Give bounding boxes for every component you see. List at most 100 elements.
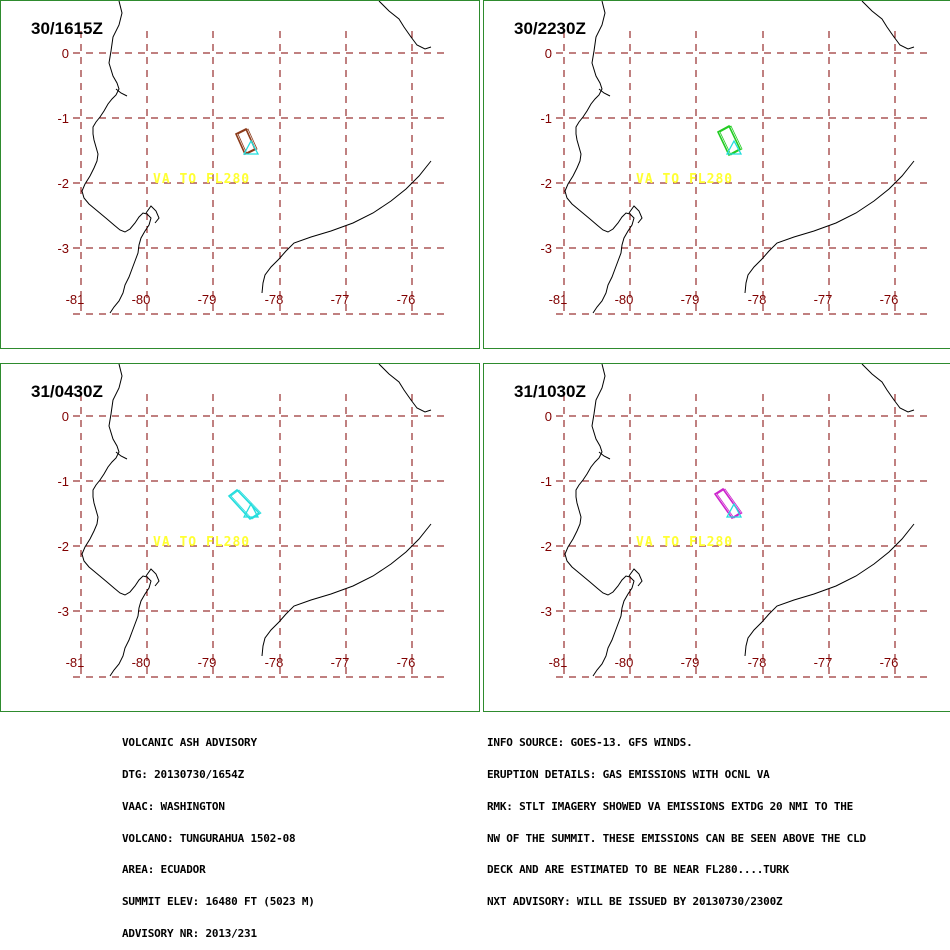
lat-label: -2 [57, 176, 69, 191]
ash-cloud-hatch [716, 488, 743, 519]
volcano-icon [242, 139, 260, 155]
va-label: VA TO FL280 [636, 172, 733, 187]
coastline [261, 523, 432, 657]
lon-label: -79 [681, 292, 700, 307]
lon-label: -78 [748, 292, 767, 307]
ash-cloud-outline [713, 487, 742, 520]
ash-cloud-outline [716, 124, 742, 157]
lon-label: -81 [549, 655, 568, 670]
coastline [145, 205, 160, 224]
advisory-line: VOLCANIC ASH ADVISORY [122, 736, 257, 750]
coastline [115, 88, 128, 97]
ash-cloud-hatch [230, 489, 262, 520]
lon-label: -78 [265, 655, 284, 670]
lon-label: -77 [814, 292, 833, 307]
volcano-icon [725, 139, 743, 155]
advisory-line: VAAC: WASHINGTON [122, 799, 225, 813]
lon-label: -77 [814, 655, 833, 670]
lat-label: 0 [62, 46, 69, 61]
lat-label: -1 [540, 111, 552, 126]
lon-label: -79 [198, 655, 217, 670]
coastline [378, 1, 432, 50]
va-label: VA TO FL280 [636, 535, 733, 550]
lat-label: -2 [540, 539, 552, 554]
coastline [145, 568, 160, 587]
lon-label: -79 [198, 292, 217, 307]
lat-label: 0 [62, 409, 69, 424]
lon-label: -81 [66, 292, 85, 307]
panel-title: 31/0430Z [31, 382, 103, 401]
lat-label: 0 [545, 46, 552, 61]
lon-label: -77 [331, 655, 350, 670]
lon-label: -80 [615, 292, 634, 307]
advisory-line: NW OF THE SUMMIT. THESE EMISSIONS CAN BE… [487, 831, 866, 845]
map-canvas: 0 -1 -2 -3 -81 -80 -79 -78 -77 -76 VA TO FL280 [540, 364, 932, 678]
advisory-line: NXT ADVISORY: WILL BE ISSUED BY 20130730… [487, 895, 783, 909]
map-canvas: 0 -1 -2 -3 -81 -80 -79 -78 -77 -76 VA TO FL280 [57, 1, 449, 315]
advisory-line: DTG: 20130730/1654Z [122, 767, 245, 781]
coastline [564, 364, 635, 677]
map-panel-4: 0 -1 -2 -3 -81 -80 -79 -78 -77 -76 VA TO FL280 31/… [483, 363, 950, 712]
lat-label: -3 [540, 604, 552, 619]
lon-label: -76 [397, 655, 416, 670]
lon-label: -81 [66, 655, 85, 670]
advisory-line: SUMMIT ELEV: 16480 FT (5023 M) [122, 895, 315, 909]
panel-title: 30/2230Z [514, 19, 586, 38]
volcano-icon [725, 502, 743, 518]
lat-label: -2 [57, 539, 69, 554]
advisory-line: DECK AND ARE ESTIMATED TO BE NEAR FL280.… [487, 863, 789, 877]
map-canvas: 0 -1 -2 -3 -81 -80 -79 -78 -77 -76 VA TO FL280 [57, 364, 449, 678]
lat-label: -1 [540, 474, 552, 489]
coastline [628, 568, 643, 587]
lon-label: -76 [397, 292, 416, 307]
ash-cloud-hatch [719, 125, 743, 156]
lon-label: -80 [132, 292, 151, 307]
ash-cloud-outline [227, 488, 261, 521]
coastline [744, 160, 915, 294]
va-label: VA TO FL280 [153, 172, 250, 187]
ash-cloud-hatch [237, 128, 258, 155]
lat-label: -2 [540, 176, 552, 191]
lat-label: -1 [57, 111, 69, 126]
panel-title: 30/1615Z [31, 19, 103, 38]
advisory-line: VOLCANO: TUNGURAHUA 1502-08 [122, 831, 296, 845]
advisory-right: INFO SOURCE: GOES-13. GFS WINDS. ERUPTIO… [487, 717, 866, 918]
advisory-line: RMK: STLT IMAGERY SHOWED VA EMISSIONS EX… [487, 799, 854, 813]
coastline [261, 160, 432, 294]
advisory-line: AREA: ECUADOR [122, 863, 206, 877]
map-panel-3: 0 -1 -2 -3 -81 -80 -79 -78 -77 -76 VA TO FL280 31/… [0, 363, 480, 712]
lat-label: 0 [545, 409, 552, 424]
va-label: VA TO FL280 [153, 535, 250, 550]
coastline [861, 1, 915, 50]
advisory-left: VOLCANIC ASH ADVISORY DTG: 20130730/1654… [122, 717, 315, 950]
coastline [81, 364, 152, 677]
coastline [81, 1, 152, 314]
map-panel-2: 0 -1 -2 -3 -81 -80 -79 -78 -77 -76 VA TO FL280 30/… [483, 0, 950, 349]
panel-title: 31/1030Z [514, 382, 586, 401]
coastline [564, 1, 635, 314]
advisory-line: ERUPTION DETAILS: GAS EMISSIONS WITH OCN… [487, 767, 770, 781]
lat-label: -3 [540, 241, 552, 256]
lon-label: -78 [265, 292, 284, 307]
volcano-icon [242, 502, 260, 518]
lat-label: -3 [57, 241, 69, 256]
coastline [861, 364, 915, 413]
lon-label: -80 [132, 655, 151, 670]
coastline [628, 205, 643, 224]
lon-label: -79 [681, 655, 700, 670]
coastline [598, 88, 611, 97]
lon-label: -81 [549, 292, 568, 307]
advisory-line: INFO SOURCE: GOES-13. GFS WINDS. [487, 736, 693, 750]
lon-label: -80 [615, 655, 634, 670]
coastline [115, 451, 128, 460]
lat-label: -1 [57, 474, 69, 489]
advisory-line: ADVISORY NR: 2013/231 [122, 926, 257, 940]
lat-label: -3 [57, 604, 69, 619]
lon-label: -78 [748, 655, 767, 670]
lon-label: -76 [880, 655, 899, 670]
coastline [598, 451, 611, 460]
coastline [744, 523, 915, 657]
lon-label: -77 [331, 292, 350, 307]
map-canvas: 0 -1 -2 -3 -81 -80 -79 -78 -77 -76 VA TO FL280 [540, 1, 932, 315]
coastline [378, 364, 432, 413]
